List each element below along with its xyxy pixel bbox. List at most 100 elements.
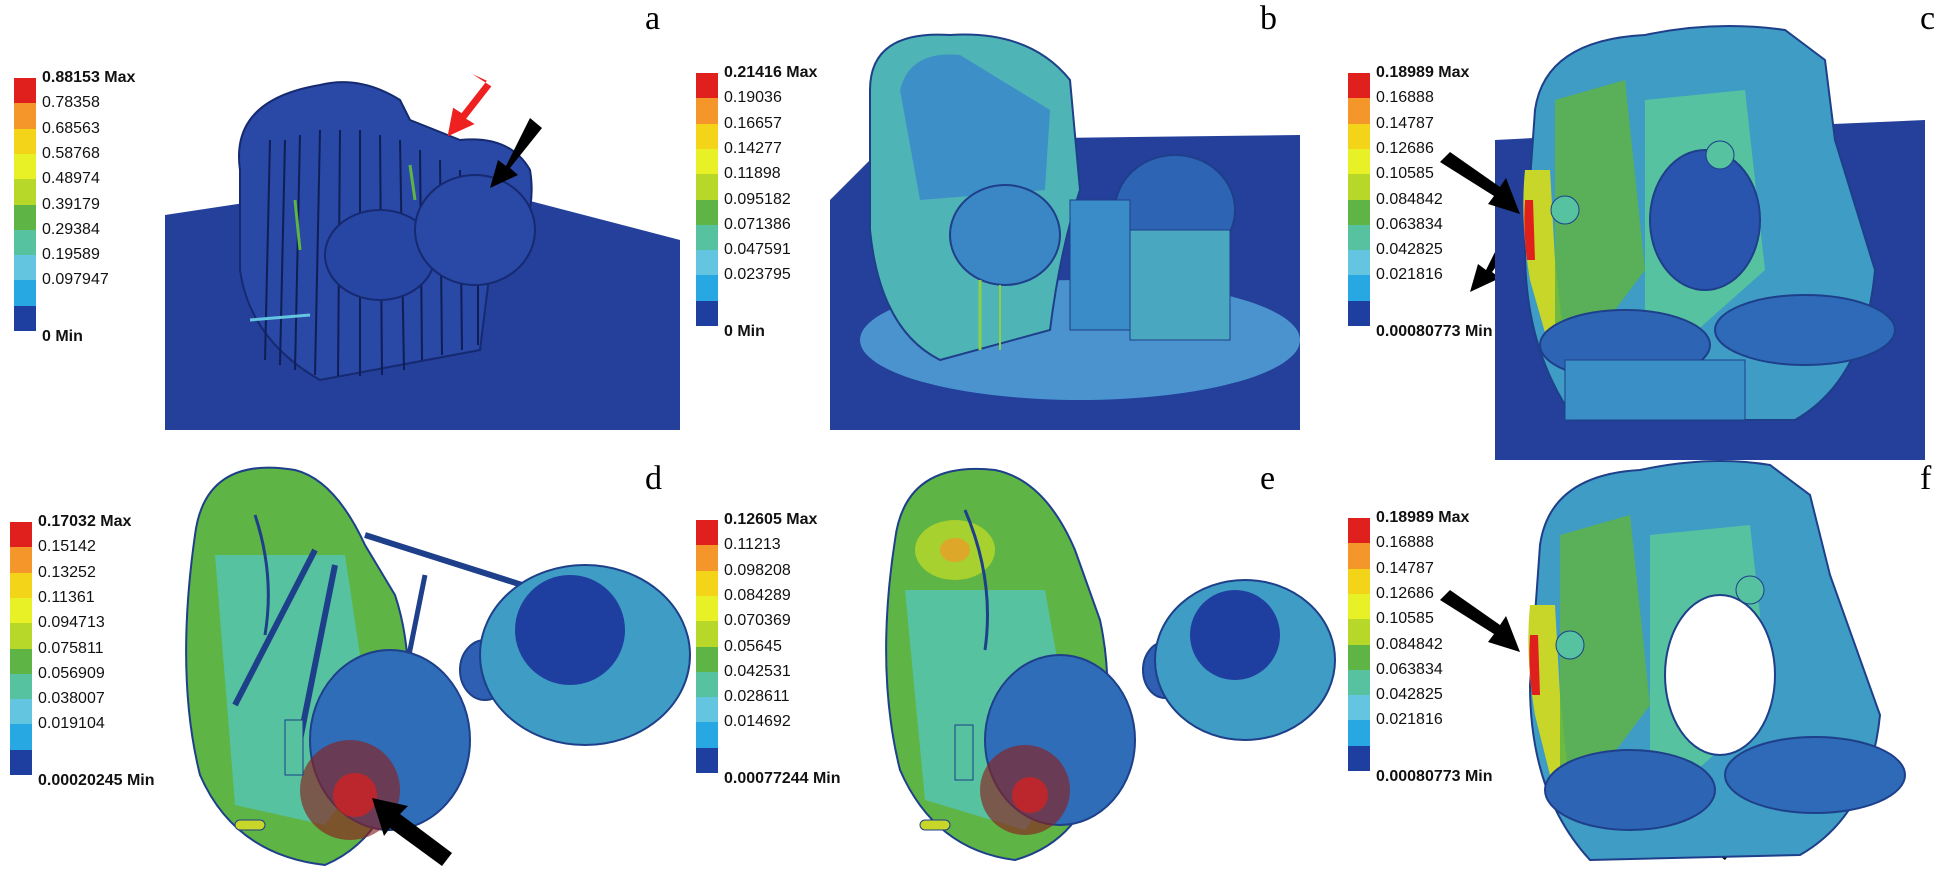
legend-value-label: 0.071386 [724,215,791,233]
legend-row: 0.10585 [1348,166,1548,201]
legend-row: 0.00080773 Min [1348,300,1548,339]
legend-value-label: 0.084842 [1376,635,1443,653]
legend-value-label: 0.098208 [724,561,791,579]
legend-row: 0.084842 [1348,191,1548,227]
model-e [885,467,1336,862]
legend-swatch [696,747,718,774]
panel-letter-d: d [645,460,662,497]
legend-swatch [1348,720,1370,747]
black-arrow-icon [1440,590,1520,652]
legend-swatch [696,545,718,572]
legend-swatch [696,98,718,125]
legend-value-label: 0.15142 [38,538,96,556]
legend-value-label: 0.042531 [724,662,791,680]
panel-letter-f: f [1920,460,1932,497]
legend-row: 0.098208 [696,562,896,598]
legend-value-label: 0.29384 [42,220,100,238]
legend-swatch [1348,275,1370,302]
legend-row: 0.084842 [1348,636,1548,672]
legend-swatch [1348,148,1370,175]
legend-row: 0.14787 [1348,115,1548,151]
legend-value-label: 0.11213 [724,536,781,554]
legend-row: 0.028611 [696,689,896,724]
legend-swatch [10,724,32,751]
legend-row: 0.063834 [1348,661,1548,697]
legend-row: 0.014692 [696,714,896,749]
legend-value-label: 0.014692 [724,713,791,731]
panel-d: d 0.17032 Max 0.15142 0.13252 0.11361 0.0947… [0,440,691,878]
legend-swatch [696,73,718,99]
legend-swatch [696,520,718,546]
model-a [165,81,680,430]
legend-value-label: 0.00080773 Min [1376,322,1493,340]
legend-row: 0.095182 [696,191,896,227]
model-c [1495,25,1925,460]
legend-swatch [1348,123,1370,150]
legend-value-label: 0.10585 [1376,165,1434,183]
legend-row: 0.097947 [14,272,214,307]
legend-value-label: 0.063834 [1376,660,1443,678]
legend-swatch [696,123,718,150]
legend-value-label: 0.094713 [38,614,105,632]
legend-swatch [1348,199,1370,226]
legend-value-label: 0.038007 [38,690,105,708]
legend-value-label: 0.042825 [1376,241,1443,259]
legend-swatch [14,103,36,130]
legend-swatch [1348,619,1370,645]
legend-value-label: 0.12605 Max [724,511,818,528]
legend-swatch [696,275,718,302]
model-b [830,33,1300,430]
legend-swatch [1348,174,1370,200]
legend-value-label: 0.021816 [1376,711,1443,729]
legend-value-label: 0.14787 [1376,114,1434,132]
legend-value-label: 0.16657 [724,114,782,132]
legend-value-label: 0.05645 [724,637,782,655]
model-f [1528,460,1906,862]
legend-row: 0.58768 [14,145,214,181]
legend-value-label: 0.78358 [42,94,100,112]
legend-value-label: 0.00020245 Min [38,771,155,789]
legend-row: 0.00080773 Min [1348,745,1548,784]
legend-swatch [10,522,32,548]
legend-row: 0.021816 [1348,712,1548,747]
red-arrow-icon [447,73,492,137]
legend-row: 0.18989 Max [1348,510,1548,545]
legend-swatch [10,673,32,700]
legend-row: 0.14277 [696,140,896,176]
panel-letter-c: c [1920,0,1936,37]
legend-swatch [696,697,718,723]
legend-swatch [1348,73,1370,99]
legend-swatch [696,621,718,647]
panel-b: b 0.21416 Max 0.19036 0.16657 0.14277 0.1189… [650,0,1522,440]
legend-value-label: 0.12686 [1376,584,1434,602]
legend-row: 0.070369 [696,613,896,648]
legend-value-label: 0.00077244 Min [724,769,841,787]
legend-row: 0.056909 [10,665,210,701]
panel-letter-e: e [1260,460,1276,497]
legend-value-label: 0.14787 [1376,559,1434,577]
legend-row: 0.021816 [1348,267,1548,302]
legend-row: 0.071386 [696,216,896,252]
legend-swatch [14,179,36,205]
legend-swatch [14,255,36,281]
legend-row: 0.11361 [10,589,210,625]
legend-swatch [1348,98,1370,125]
legend-value-label: 0.13252 [38,563,96,581]
legend-swatch [696,570,718,597]
legend-swatch [1348,224,1370,251]
legend-value-label: 0.39179 [42,195,100,213]
legend-value-label: 0.021816 [1376,266,1443,284]
legend-value-label: 0.48974 [42,170,100,188]
black-arrow-icon [490,118,542,188]
legend-row: 0.13252 [10,564,210,600]
legend-value-label: 0.11361 [38,588,95,606]
legend-row: 0.075811 [10,640,210,676]
legend-swatch [10,749,32,776]
legend-swatch [10,623,32,649]
legend-value-label: 0.056909 [38,664,105,682]
legend-row: 0.042825 [1348,242,1548,277]
legend-value-label: 0.028611 [724,688,790,706]
legend-row: 0.11898 [696,166,896,201]
legend-row: 0.038007 [10,691,210,726]
legend-row: 0 Min [14,305,214,344]
